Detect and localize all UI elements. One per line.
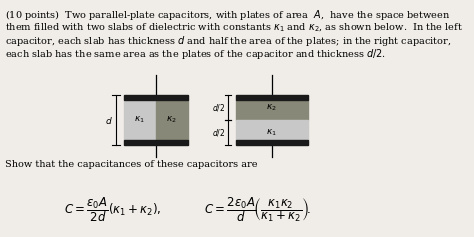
Bar xyxy=(236,120,308,140)
Text: Show that the capacitances of these capacitors are: Show that the capacitances of these capa… xyxy=(5,160,257,169)
Text: $\kappa_1$: $\kappa_1$ xyxy=(266,127,277,138)
Bar xyxy=(156,100,188,140)
Bar xyxy=(124,100,156,140)
Bar xyxy=(124,140,188,145)
Text: capacitor, each slab has thickness $d$ and half the area of the plates; in the r: capacitor, each slab has thickness $d$ a… xyxy=(5,34,451,48)
Text: $C = \dfrac{\varepsilon_0 A}{2d}(\kappa_1 + \kappa_2),$: $C = \dfrac{\varepsilon_0 A}{2d}(\kappa_… xyxy=(64,196,161,224)
Text: (10 points)  Two parallel-plate capacitors, with plates of area  $A$,  have the : (10 points) Two parallel-plate capacitor… xyxy=(5,8,450,22)
Bar xyxy=(236,100,308,120)
Text: $\kappa_1$: $\kappa_1$ xyxy=(135,115,145,125)
Text: $d/2$: $d/2$ xyxy=(211,127,225,138)
Text: $C = \dfrac{2\varepsilon_0 A}{d}\!\left(\dfrac{\kappa_1 \kappa_2}{\kappa_1 + \ka: $C = \dfrac{2\varepsilon_0 A}{d}\!\left(… xyxy=(204,196,311,224)
Text: them filled with two slabs of dielectric with constants $\kappa_1$ and $\kappa_2: them filled with two slabs of dielectric… xyxy=(5,21,463,34)
Bar xyxy=(236,140,308,145)
Text: each slab has the same area as the plates of the capacitor and thickness $d/2$.: each slab has the same area as the plate… xyxy=(5,47,386,61)
Text: $d/2$: $d/2$ xyxy=(211,102,225,113)
Bar xyxy=(124,95,188,100)
Bar xyxy=(236,95,308,100)
Text: $\kappa_2$: $\kappa_2$ xyxy=(266,102,277,113)
Text: $d$: $d$ xyxy=(105,114,112,126)
Text: $\kappa_2$: $\kappa_2$ xyxy=(166,115,177,125)
